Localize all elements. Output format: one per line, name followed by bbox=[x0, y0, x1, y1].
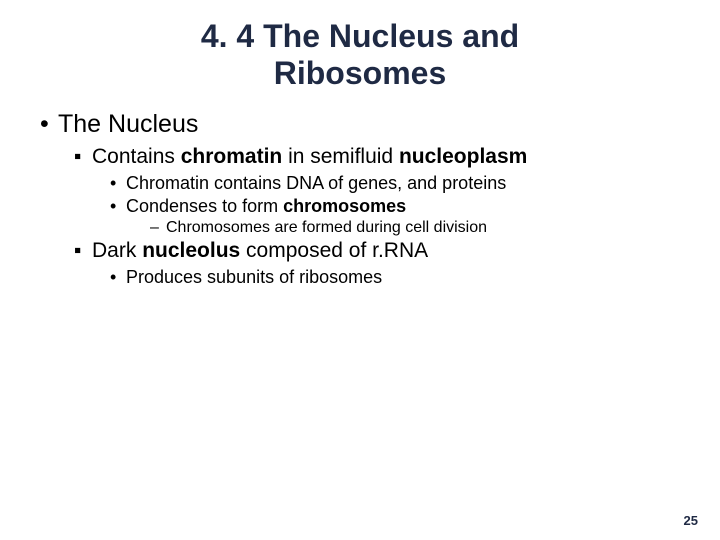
disc-icon: • bbox=[110, 196, 126, 217]
lvl2-2-pre: Dark bbox=[92, 239, 142, 262]
bullet-lvl3-3: •Produces subunits of ribosomes bbox=[110, 267, 680, 288]
disc-icon: • bbox=[40, 110, 58, 139]
square-icon: ▪ bbox=[74, 239, 92, 263]
dash-icon: – bbox=[150, 219, 166, 237]
lvl2-2-post: composed of r.RNA bbox=[240, 239, 428, 262]
bullet-lvl3-1: •Chromatin contains DNA of genes, and pr… bbox=[110, 173, 680, 194]
lvl2-1-bold1: chromatin bbox=[181, 145, 283, 168]
lvl1-1-text: The Nucleus bbox=[58, 110, 198, 138]
disc-icon: • bbox=[110, 267, 126, 288]
bullet-lvl4-1: –Chromosomes are formed during cell divi… bbox=[150, 219, 680, 237]
disc-icon: • bbox=[110, 173, 126, 194]
lvl3-1-text: Chromatin contains DNA of genes, and pro… bbox=[126, 173, 506, 193]
lvl3-2-bold1: chromosomes bbox=[283, 196, 406, 216]
square-icon: ▪ bbox=[74, 145, 92, 169]
bullet-lvl2-1: ▪Contains chromatin in semifluid nucleop… bbox=[74, 145, 680, 169]
slide-container: 4. 4 The Nucleus and Ribosomes •The Nucl… bbox=[0, 0, 720, 540]
bullet-lvl2-2: ▪Dark nucleolus composed of r.RNA bbox=[74, 239, 680, 263]
page-number: 25 bbox=[684, 513, 698, 528]
slide-title: 4. 4 The Nucleus and Ribosomes bbox=[40, 18, 680, 92]
lvl4-1-text: Chromosomes are formed during cell divis… bbox=[166, 219, 487, 236]
lvl3-3-text: Produces subunits of ribosomes bbox=[126, 267, 382, 287]
bullet-lvl1-1: •The Nucleus bbox=[40, 110, 680, 139]
lvl3-2-pre: Condenses to form bbox=[126, 196, 283, 216]
lvl2-1-mid: in semifluid bbox=[282, 145, 399, 168]
title-line-1: 4. 4 The Nucleus and bbox=[201, 18, 519, 54]
lvl2-1-pre: Contains bbox=[92, 145, 181, 168]
lvl2-1-bold2: nucleoplasm bbox=[399, 145, 527, 168]
title-line-2: Ribosomes bbox=[274, 55, 446, 91]
lvl2-2-bold1: nucleolus bbox=[142, 239, 240, 262]
bullet-lvl3-2: •Condenses to form chromosomes bbox=[110, 196, 680, 217]
